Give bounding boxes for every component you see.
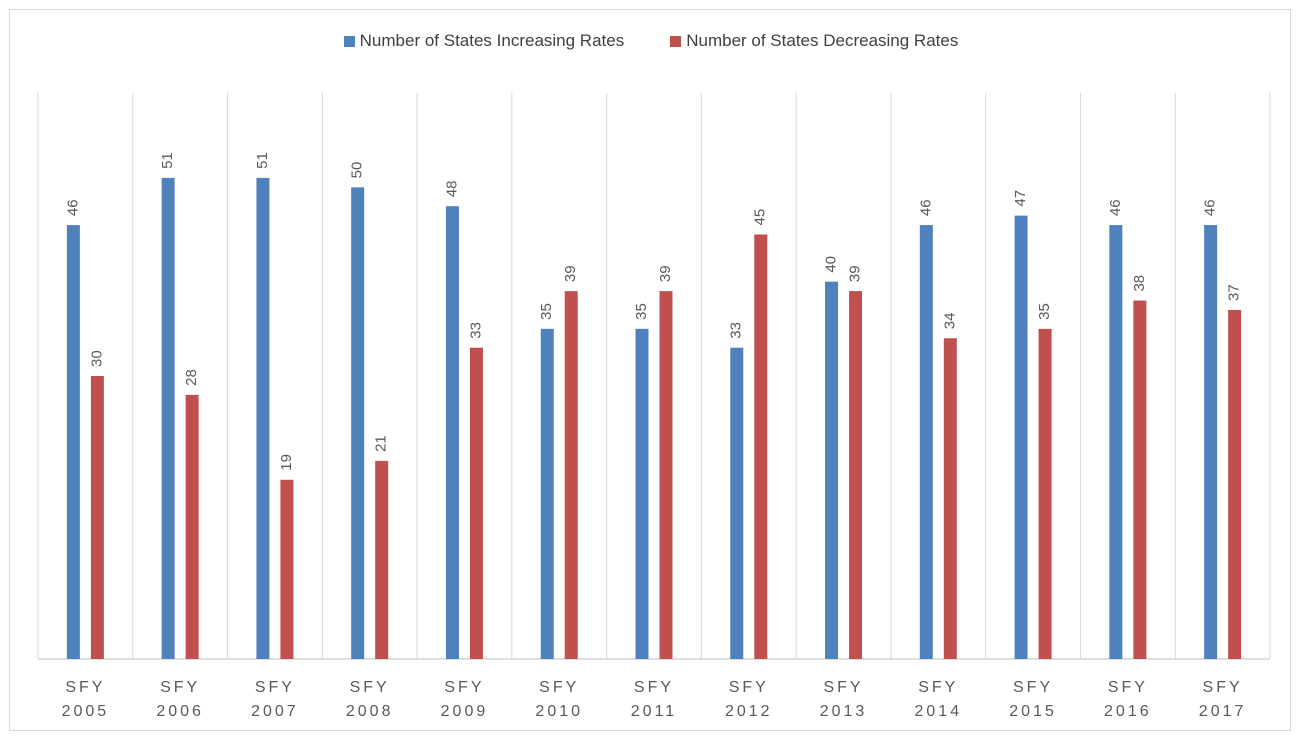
bar bbox=[1228, 309, 1242, 659]
x-tick-label: SFY 2014 bbox=[914, 679, 963, 720]
data-label: 47 bbox=[1012, 190, 1029, 207]
data-label: 46 bbox=[917, 199, 934, 216]
bar bbox=[659, 291, 673, 659]
legend-label: Number of States Increasing Rates bbox=[359, 31, 625, 50]
bar bbox=[754, 234, 768, 659]
x-tick-label: SFY 2012 bbox=[724, 679, 773, 720]
data-label: 21 bbox=[373, 435, 390, 452]
bar bbox=[540, 328, 554, 659]
data-label: 38 bbox=[1131, 275, 1148, 292]
bar bbox=[90, 376, 104, 659]
bar bbox=[635, 328, 649, 659]
bar bbox=[825, 281, 839, 659]
x-tick-label: SFY 2015 bbox=[1009, 679, 1057, 720]
x-tick-label: SFY 2005 bbox=[61, 679, 110, 720]
legend: Number of States Increasing Rates Number … bbox=[0, 31, 1302, 51]
bar bbox=[161, 177, 175, 659]
data-label: 50 bbox=[349, 162, 366, 179]
bar bbox=[564, 291, 578, 659]
bar bbox=[66, 225, 80, 660]
data-label: 51 bbox=[254, 152, 271, 169]
x-tick-label: SFY 2016 bbox=[1104, 679, 1152, 720]
legend-label: Number of States Decreasing Rates bbox=[686, 31, 959, 50]
data-label: 39 bbox=[657, 265, 674, 282]
legend-swatch bbox=[343, 35, 355, 47]
bar bbox=[849, 291, 863, 659]
x-tick-label: SFY 2017 bbox=[1198, 679, 1247, 720]
bar bbox=[375, 460, 389, 659]
data-label: 19 bbox=[278, 454, 295, 471]
bar bbox=[351, 187, 365, 660]
x-tick-label: SFY 2008 bbox=[345, 679, 394, 720]
data-label: 48 bbox=[443, 181, 460, 198]
x-tick-label: SFY 2011 bbox=[630, 679, 678, 720]
bar bbox=[1133, 300, 1147, 659]
data-label: 45 bbox=[752, 209, 769, 226]
x-tick-label: SFY 2013 bbox=[819, 679, 868, 720]
data-label: 39 bbox=[847, 265, 864, 282]
legend-swatch bbox=[670, 35, 682, 47]
data-label: 46 bbox=[1107, 199, 1124, 216]
data-label: 46 bbox=[1202, 199, 1219, 216]
bar bbox=[1204, 225, 1218, 660]
bar bbox=[256, 177, 270, 659]
x-tick-label: SFY 2006 bbox=[156, 679, 204, 720]
bar bbox=[943, 338, 957, 659]
bar bbox=[280, 479, 294, 659]
data-label: 33 bbox=[728, 322, 745, 339]
data-label: 35 bbox=[633, 303, 650, 320]
x-tick-label: SFY 2007 bbox=[251, 679, 299, 720]
data-label: 30 bbox=[88, 350, 105, 367]
data-label: 35 bbox=[1036, 303, 1053, 320]
bar bbox=[1014, 215, 1028, 659]
data-label: 51 bbox=[159, 152, 176, 169]
bar bbox=[730, 347, 744, 659]
x-tick-label: SFY 2010 bbox=[535, 679, 584, 720]
x-tick-label: SFY 2009 bbox=[440, 679, 489, 720]
bar bbox=[185, 394, 199, 659]
bar bbox=[469, 347, 483, 659]
data-label: 46 bbox=[64, 199, 81, 216]
data-label: 33 bbox=[467, 322, 484, 339]
bar bbox=[1038, 328, 1052, 659]
data-label: 34 bbox=[941, 313, 958, 330]
data-label: 35 bbox=[538, 303, 555, 320]
bar bbox=[919, 225, 933, 660]
data-label: 28 bbox=[183, 369, 200, 386]
data-label: 39 bbox=[562, 265, 579, 282]
legend-item: Number of States Decreasing Rates bbox=[670, 31, 958, 51]
data-label: 40 bbox=[823, 256, 840, 273]
legend-item: Number of States Increasing Rates bbox=[343, 31, 625, 51]
data-label: 37 bbox=[1226, 284, 1243, 301]
bar bbox=[445, 206, 459, 659]
chart-frame bbox=[9, 9, 1291, 731]
bar bbox=[1109, 225, 1123, 660]
